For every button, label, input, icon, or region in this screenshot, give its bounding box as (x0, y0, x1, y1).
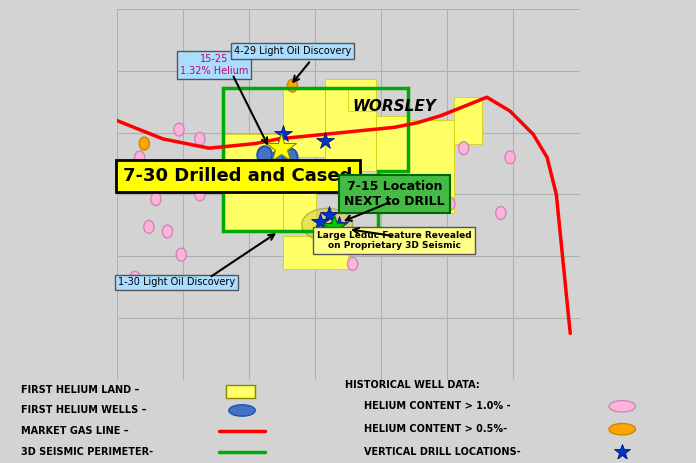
Ellipse shape (186, 165, 196, 178)
Ellipse shape (496, 206, 506, 219)
Text: 1-30 Light Oil Discovery: 1-30 Light Oil Discovery (118, 277, 235, 288)
Ellipse shape (287, 79, 297, 92)
Text: FIRST HELIUM LAND –: FIRST HELIUM LAND – (21, 385, 139, 394)
Ellipse shape (195, 132, 205, 145)
Text: Large Leduc Feature Revealed
on Proprietary 3D Seismic: Large Leduc Feature Revealed on Propriet… (317, 231, 472, 250)
Text: HELIUM CONTENT > 1.0% -: HELIUM CONTENT > 1.0% - (365, 401, 511, 411)
Text: 15-25
1.32% Helium: 15-25 1.32% Helium (180, 54, 248, 75)
Ellipse shape (134, 151, 145, 164)
Ellipse shape (130, 271, 140, 284)
Text: MARKET GAS LINE –: MARKET GAS LINE – (21, 426, 128, 436)
Ellipse shape (176, 248, 187, 261)
Ellipse shape (505, 151, 515, 164)
Ellipse shape (144, 220, 154, 233)
Ellipse shape (155, 165, 166, 178)
Text: HISTORICAL WELL DATA:: HISTORICAL WELL DATA: (345, 381, 480, 390)
Ellipse shape (426, 179, 436, 192)
Bar (223, 134, 283, 232)
Bar (408, 120, 454, 213)
Ellipse shape (229, 405, 255, 416)
Text: VERTICAL DRILL LOCATIONS-: VERTICAL DRILL LOCATIONS- (365, 447, 521, 457)
Ellipse shape (162, 225, 173, 238)
Ellipse shape (445, 197, 455, 210)
Ellipse shape (174, 123, 184, 136)
Text: HELIUM CONTENT > 0.5%-: HELIUM CONTENT > 0.5%- (365, 424, 507, 434)
Text: WORSLEY: WORSLEY (352, 99, 436, 114)
Bar (283, 88, 325, 157)
Ellipse shape (195, 188, 205, 201)
Ellipse shape (301, 208, 353, 241)
Ellipse shape (347, 257, 358, 270)
Bar (325, 79, 376, 171)
Ellipse shape (609, 424, 635, 435)
Ellipse shape (139, 137, 150, 150)
Ellipse shape (609, 400, 635, 412)
Text: 7-30 Drilled and Cased: 7-30 Drilled and Cased (123, 167, 353, 185)
Text: FIRST HELIUM WELLS –: FIRST HELIUM WELLS – (21, 406, 146, 415)
Ellipse shape (151, 193, 161, 206)
Text: 7-15 Location
NEXT to DRILL: 7-15 Location NEXT to DRILL (344, 181, 445, 208)
Text: 3D SEISMIC PERIMETER-: 3D SEISMIC PERIMETER- (21, 447, 152, 457)
Ellipse shape (271, 151, 286, 169)
Bar (454, 97, 482, 144)
Bar (283, 185, 315, 232)
Text: 4-29 Light Oil Discovery: 4-29 Light Oil Discovery (234, 46, 351, 56)
Bar (376, 116, 408, 171)
Ellipse shape (283, 149, 297, 166)
Bar (283, 236, 348, 269)
Bar (348, 88, 376, 111)
Bar (226, 385, 255, 398)
Ellipse shape (459, 142, 469, 155)
Ellipse shape (258, 146, 272, 164)
